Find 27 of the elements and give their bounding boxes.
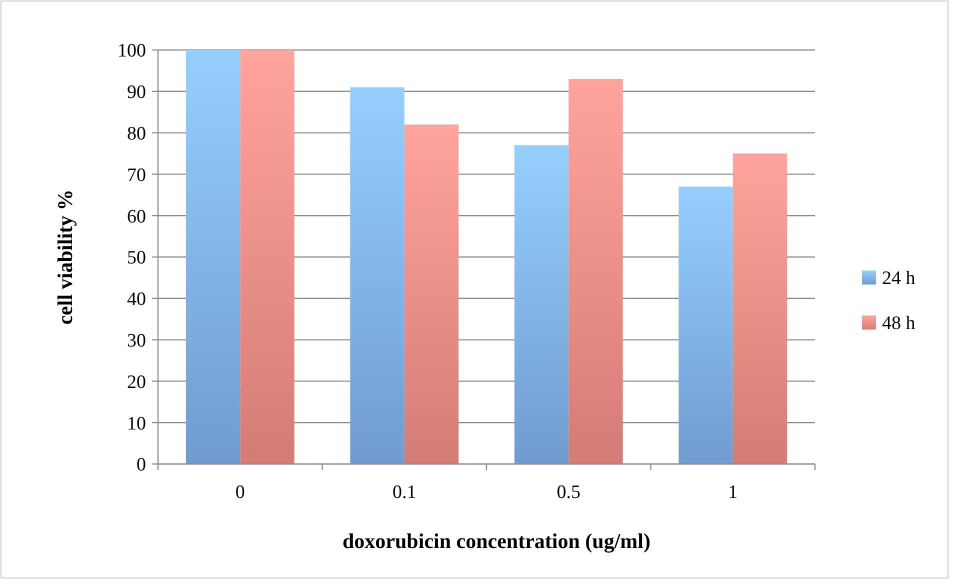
bar xyxy=(514,145,569,464)
y-tick-label: 30 xyxy=(127,330,146,352)
y-tick-label: 80 xyxy=(127,123,146,144)
x-tick-label: 0.5 xyxy=(556,482,580,503)
x-tick-label: 1 xyxy=(728,482,738,503)
x-tick-label: 0.1 xyxy=(392,482,416,503)
y-tick-label: 100 xyxy=(118,40,146,62)
y-tick-label: 20 xyxy=(127,372,146,393)
legend-label: 48 h xyxy=(882,313,916,334)
bar xyxy=(186,50,240,464)
y-tick-label: 0 xyxy=(136,454,146,476)
bar xyxy=(404,124,459,464)
x-tick-label: 0 xyxy=(235,482,245,503)
bar xyxy=(350,87,404,464)
y-tick-label: 90 xyxy=(127,82,146,104)
y-tick-label: 10 xyxy=(127,413,146,434)
bar xyxy=(732,154,788,464)
bar xyxy=(240,50,294,464)
y-tick-label: 40 xyxy=(127,289,146,310)
legend-label: 24 h xyxy=(882,268,916,290)
y-tick-label: 60 xyxy=(127,206,146,228)
y-tick-label: 70 xyxy=(127,164,146,186)
bar xyxy=(568,78,623,464)
y-axis-title: cell viability % xyxy=(53,189,77,325)
y-tick-label: 50 xyxy=(127,248,146,269)
x-axis-title: doxorubicin concentration (ug/ml) xyxy=(342,529,651,553)
bar xyxy=(678,186,733,464)
